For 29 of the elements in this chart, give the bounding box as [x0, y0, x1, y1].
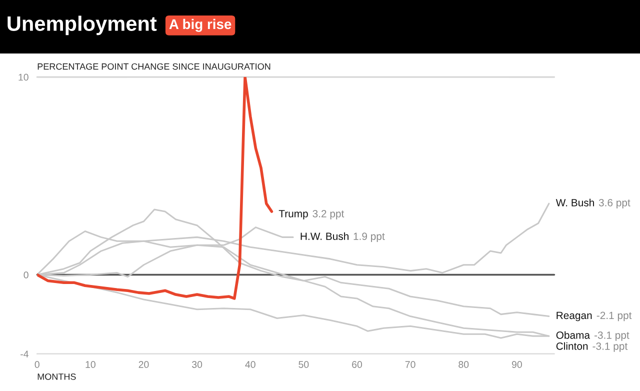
x-tick-label: 70 [405, 361, 416, 368]
x-tick-label: 0 [34, 361, 40, 368]
y-tick-label: -4 [20, 350, 29, 358]
x-axis-title: MONTHS [38, 373, 76, 380]
chart-subtitle: A big rise [169, 18, 232, 32]
series-label: Clinton [556, 342, 588, 350]
x-tick-label: 90 [512, 361, 522, 368]
x-tick-label: 10 [86, 361, 96, 368]
text: -3.1 ppt [592, 342, 628, 352]
annotation: 3.2 ppt [312, 210, 344, 220]
x-tick-label: 80 [458, 361, 469, 368]
annotation: 1.9 ppt [354, 232, 385, 242]
series-label: H.W. Bush [300, 232, 348, 240]
y-tick-label: 10 [18, 74, 28, 81]
text: -2.1 ppt [596, 312, 632, 322]
series-label: W. Bush [556, 198, 594, 206]
x-tick-label: 60 [352, 361, 362, 368]
text: 3.6 ppt [598, 198, 630, 208]
x-tick-label: 50 [298, 361, 309, 368]
text: -3.1 ppt [594, 331, 630, 341]
series-label: Obama [556, 331, 590, 339]
y-tick-label: 0 [24, 271, 28, 278]
y-axis-title: PERCENTAGE POINT CHANGE SINCE INAUGURATION [38, 63, 270, 70]
chart-title: Unemployment [8, 16, 157, 36]
x-tick-label: 20 [138, 361, 149, 368]
x-tick-label: 40 [245, 361, 256, 368]
series-label: Trump [278, 210, 308, 220]
series-label: Reagan [556, 312, 592, 322]
x-tick-label: 30 [192, 361, 202, 368]
